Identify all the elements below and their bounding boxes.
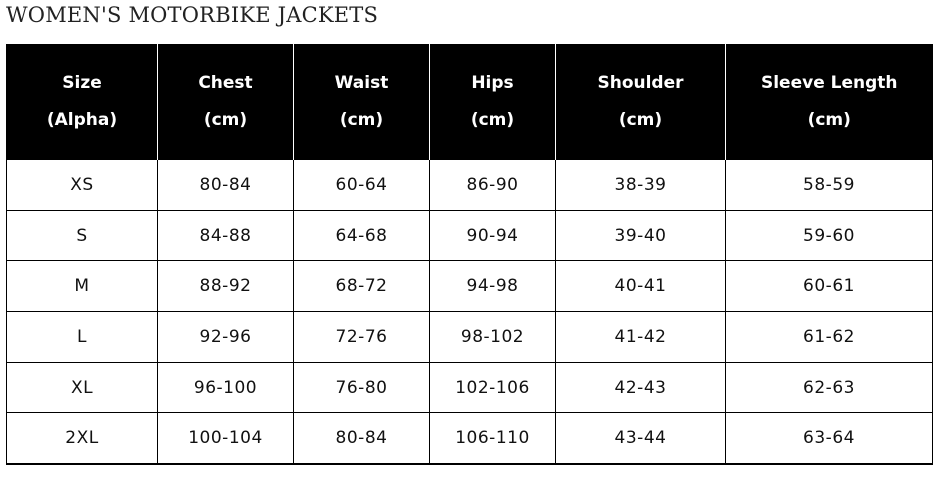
table-cell: 84-88 [157,209,294,262]
table-cell: 62-63 [725,361,933,414]
table-row: XL 96-100 76-80 102-106 42-43 62-63 [6,361,933,414]
table-cell: 2XL [6,412,158,466]
column-header-label: Shoulder [597,72,684,93]
column-header-unit: (cm) [203,109,248,130]
column-header: Waist (cm) [293,44,430,160]
table-row: L 92-96 72-76 98-102 41-42 61-62 [6,311,933,363]
column-header-unit: (cm) [618,109,663,130]
table-cell: 80-84 [293,412,430,466]
table-cell: 58-59 [725,159,933,211]
column-header-unit: (Alpha) [46,109,118,130]
table-cell: 68-72 [293,260,430,313]
size-chart-table: Size (Alpha) Chest (cm) Waist (cm) Hips (cm) Sho… [6,44,933,466]
table-cell: 61-62 [725,311,933,363]
table-cell: 60-64 [293,159,430,211]
table-cell: 40-41 [555,260,726,313]
table-cell: 90-94 [429,209,556,262]
table-cell: 98-102 [429,311,556,363]
column-header: Sleeve Length (cm) [725,44,933,160]
table-cell: 92-96 [157,311,294,363]
table-cell: 41-42 [555,311,726,363]
column-header-unit: (cm) [339,109,384,130]
column-header: Size (Alpha) [6,44,158,160]
table-cell: 80-84 [157,159,294,211]
table-cell: S [6,209,158,262]
column-header-label: Sleeve Length [760,72,898,93]
table-cell: 96-100 [157,361,294,414]
column-header-label: Hips [471,72,514,93]
column-header: Hips (cm) [429,44,556,160]
column-header: Shoulder (cm) [555,44,726,160]
table-cell: 94-98 [429,260,556,313]
table-cell: 43-44 [555,412,726,466]
table-row: 2XL 100-104 80-84 106-110 43-44 63-64 [6,412,933,466]
table-cell: XS [6,159,158,211]
table-cell: 38-39 [555,159,726,211]
table-cell: M [6,260,158,313]
column-header-unit: (cm) [807,109,851,130]
table-cell: 86-90 [429,159,556,211]
table-cell: 72-76 [293,311,430,363]
table-cell: 63-64 [725,412,933,466]
table-cell: L [6,311,158,363]
table-cell: XL [6,361,158,414]
table-cell: 42-43 [555,361,726,414]
table-cell: 76-80 [293,361,430,414]
column-header: Chest (cm) [157,44,294,160]
table-row: S 84-88 64-68 90-94 39-40 59-60 [6,209,933,262]
table-header-row: Size (Alpha) Chest (cm) Waist (cm) Hips (cm) Sho… [6,44,933,160]
column-header-label: Chest [198,72,253,93]
column-header-unit: (cm) [470,109,515,130]
page-title: WOMEN'S MOTORBIKE JACKETS [6,3,379,27]
table-cell: 100-104 [157,412,294,466]
table-cell: 102-106 [429,361,556,414]
table-cell: 59-60 [725,209,933,262]
column-header-label: Size [62,72,102,93]
table-row: M 88-92 68-72 94-98 40-41 60-61 [6,260,933,313]
table-cell: 106-110 [429,412,556,466]
column-header-label: Waist [334,72,389,93]
table-cell: 60-61 [725,260,933,313]
table-cell: 39-40 [555,209,726,262]
table-row: XS 80-84 60-64 86-90 38-39 58-59 [6,159,933,211]
table-cell: 88-92 [157,260,294,313]
table-cell: 64-68 [293,209,430,262]
